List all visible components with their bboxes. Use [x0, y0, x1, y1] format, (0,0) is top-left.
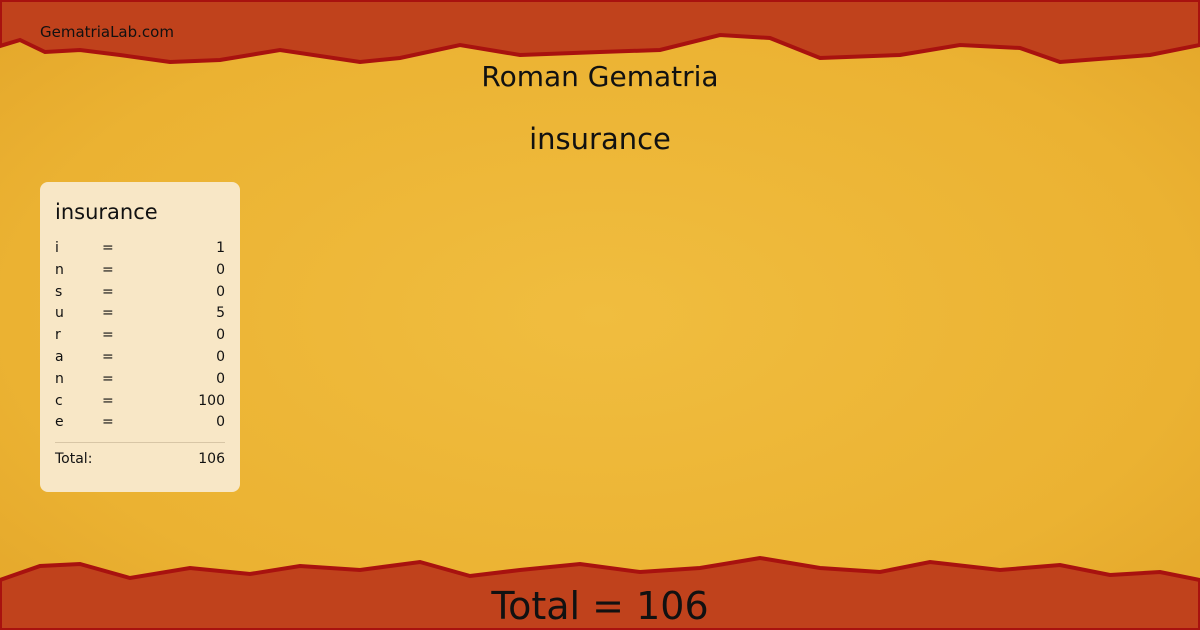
letter-row-value: 0 — [216, 370, 225, 387]
letter-row-value: 0 — [216, 327, 225, 344]
letter-row-eq: = — [102, 327, 114, 344]
bottom-torn-band — [0, 555, 1200, 630]
letter-row-eq: = — [102, 348, 114, 365]
letter-value-table: i = 1 n = 0 s = 0 u = 5 r = 0 a = 0 n = 0 c = 100 e = 0 — [55, 238, 225, 434]
letter-row: e = 0 — [55, 412, 225, 434]
letter-row-eq: = — [102, 414, 114, 431]
letter-row: s = 0 — [55, 282, 225, 304]
letter-row: r = 0 — [55, 325, 225, 347]
letter-row-eq: = — [102, 392, 114, 409]
letter-row: u = 5 — [55, 303, 225, 325]
letter-row-value: 100 — [198, 392, 225, 409]
letter-row-value: 5 — [216, 305, 225, 322]
letter-row-value: 0 — [216, 283, 225, 300]
letter-row-letter: r — [55, 327, 61, 344]
letter-row: n = 0 — [55, 260, 225, 282]
site-logo-link[interactable]: GematriaLab.com — [40, 23, 174, 41]
card-total-label: Total: — [55, 451, 93, 468]
letter-row: a = 0 — [55, 347, 225, 369]
letter-row: i = 1 — [55, 238, 225, 260]
top-torn-band — [0, 0, 1200, 65]
letter-row-letter: e — [55, 414, 64, 431]
letter-row-value: 1 — [216, 240, 225, 256]
letter-row-eq: = — [102, 261, 114, 278]
letter-row-value: 0 — [216, 261, 225, 278]
card-title: insurance — [55, 200, 158, 224]
letter-row: c = 100 — [55, 391, 225, 413]
card-total-row: Total: 106 — [55, 451, 225, 467]
letter-row: n = 0 — [55, 369, 225, 391]
divider — [55, 442, 225, 444]
letter-row-eq: = — [102, 283, 114, 300]
letter-row-letter: n — [55, 370, 64, 387]
letter-row-value: 0 — [216, 414, 225, 431]
letter-row-letter: c — [55, 392, 63, 409]
card-total-value: 106 — [198, 451, 225, 468]
letter-row-letter: s — [55, 283, 63, 300]
letter-row-value: 0 — [216, 348, 225, 365]
breakdown-card: insurance i = 1 n = 0 s = 0 u = 5 r = 0 a = 0 n = 0 c = 100 e = 0 … — [40, 182, 240, 492]
letter-row-eq: = — [102, 305, 114, 322]
grand-total: Total = 106 — [491, 584, 709, 628]
letter-row-eq: = — [102, 370, 114, 387]
letter-row-letter: n — [55, 261, 64, 278]
letter-row-letter: a — [55, 348, 64, 365]
input-word: insurance — [529, 122, 671, 156]
letter-row-letter: i — [55, 240, 59, 256]
letter-row-eq: = — [102, 240, 114, 256]
letter-row-letter: u — [55, 305, 64, 322]
page-title: Roman Gematria — [481, 60, 719, 93]
